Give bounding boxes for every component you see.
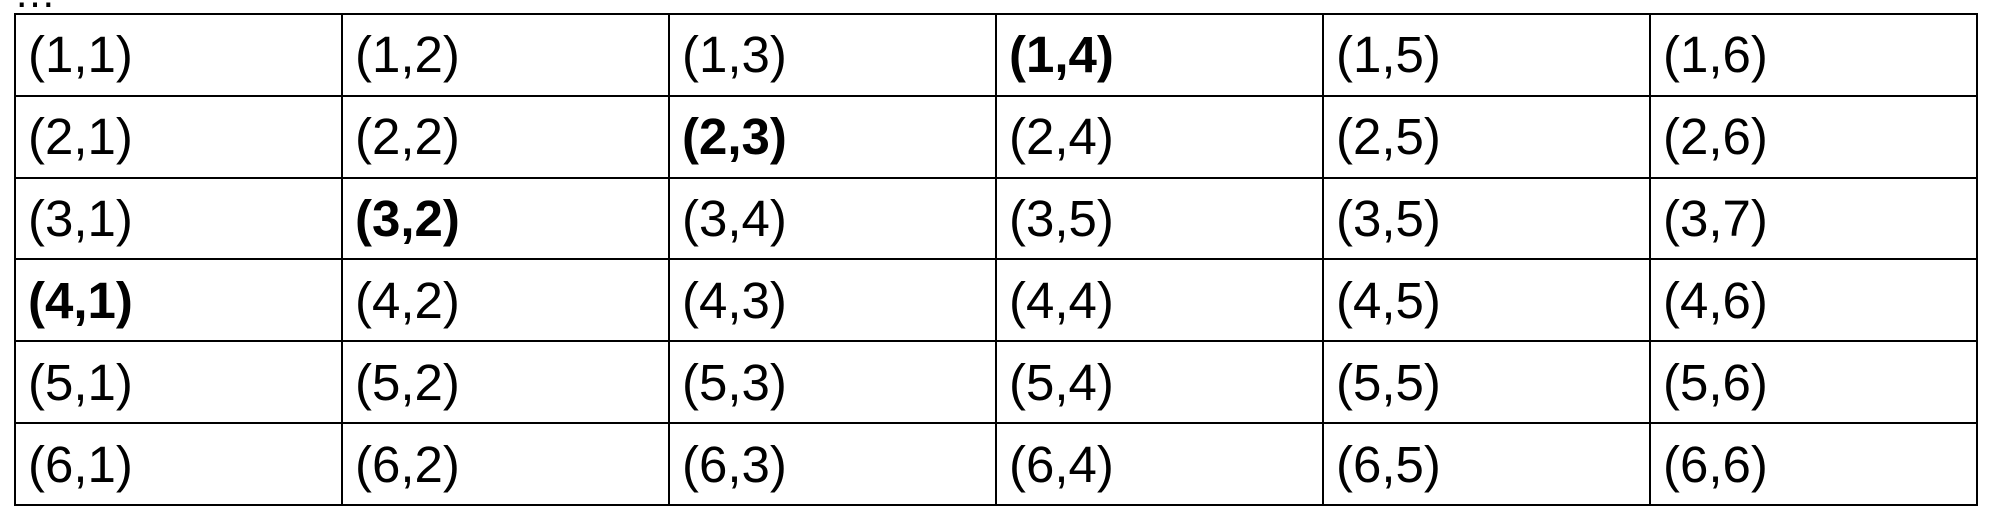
outcome-grid-table: (1,1) (1,2) (1,3) (1,4) (1,5) (1,6) (2,1…: [14, 13, 1978, 506]
table-row: (2,1) (2,2) (2,3) (2,4) (2,5) (2,6): [14, 94, 1978, 179]
table-row: (4,1) (4,2) (4,3) (4,4) (4,5) (4,6): [14, 258, 1978, 343]
table-cell: (3,2): [341, 176, 670, 261]
table-cell: (3,5): [1322, 176, 1651, 261]
table-row: (3,1) (3,2) (3,4) (3,5) (3,5) (3,7): [14, 176, 1978, 261]
table-cell: (5,5): [1322, 340, 1651, 425]
table-cell: (3,4): [668, 176, 997, 261]
table-row: (5,1) (5,2) (5,3) (5,4) (5,5) (5,6): [14, 340, 1978, 425]
table-cell: (4,6): [1649, 258, 1978, 343]
table-cell: (2,5): [1322, 94, 1651, 179]
table-cell: (2,2): [341, 94, 670, 179]
table-cell: (1,1): [14, 13, 343, 97]
table-cell: (6,5): [1322, 422, 1651, 506]
table-cell: (5,3): [668, 340, 997, 425]
table-cell: (3,1): [14, 176, 343, 261]
table-cell: (6,2): [341, 422, 670, 506]
table-cell: (1,4): [995, 13, 1324, 97]
table-cell: (5,1): [14, 340, 343, 425]
table-cell: (4,1): [14, 258, 343, 343]
table-cell: (5,6): [1649, 340, 1978, 425]
table-cell: (6,6): [1649, 422, 1978, 506]
table-cell: (4,2): [341, 258, 670, 343]
table-row: (6,1) (6,2) (6,3) (6,4) (6,5) (6,6): [14, 422, 1978, 506]
table-cell: (2,1): [14, 94, 343, 179]
table-cell: (5,2): [341, 340, 670, 425]
table-cell: (3,5): [995, 176, 1324, 261]
table-cell: (1,2): [341, 13, 670, 97]
table-row: (1,1) (1,2) (1,3) (1,4) (1,5) (1,6): [14, 13, 1978, 97]
table-cell: (1,3): [668, 13, 997, 97]
table-cell: (6,1): [14, 422, 343, 506]
table-cell: (4,5): [1322, 258, 1651, 343]
table-cell: (2,4): [995, 94, 1324, 179]
table-cell: (2,6): [1649, 94, 1978, 179]
table-cell: (3,7): [1649, 176, 1978, 261]
table-cell: (1,5): [1322, 13, 1651, 97]
table-cell: (2,3): [668, 94, 997, 179]
table-cell: (6,3): [668, 422, 997, 506]
table-cell: (5,4): [995, 340, 1324, 425]
table-cell: (6,4): [995, 422, 1324, 506]
clipped-heading-fragment: …: [14, 0, 56, 14]
table-cell: (1,6): [1649, 13, 1978, 97]
table-cell: (4,3): [668, 258, 997, 343]
table-cell: (4,4): [995, 258, 1324, 343]
